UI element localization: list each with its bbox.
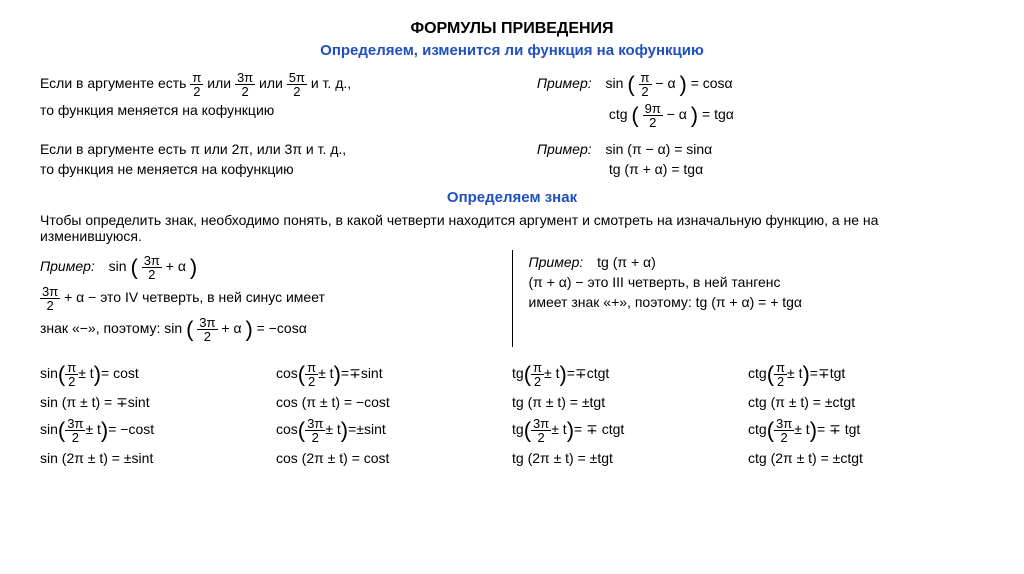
ex1a-frac: π2 <box>639 71 652 98</box>
etc1: и т. д., <box>311 75 351 91</box>
exL-frac2: 3π2 <box>40 285 60 312</box>
cell-sin-3pi2: sin(3π2± t)= −cost <box>40 417 276 444</box>
lparen1: ( <box>627 72 634 97</box>
ex1a-rhs: = cosα <box>691 75 733 91</box>
exR-label: Пример: <box>529 254 584 270</box>
or2: или <box>259 75 287 91</box>
examples-two-col: Пример: sin ( 3π2 + α ) 3π2 + α − это IV… <box>40 250 984 347</box>
exL-frac3: 3π2 <box>197 316 217 343</box>
rparen2: ) <box>691 103 698 128</box>
cell-cos-3pi2: cos(3π2± t)=±sint <box>276 417 512 444</box>
table-row: sin (π ± t) = ∓sint cos (π ± t) = −cost … <box>40 394 984 411</box>
ex2b: tg (π + α) = tgα <box>537 161 984 177</box>
subtitle-cofunction: Определяем, изменится ли функция на кофу… <box>40 42 984 59</box>
exL-text2: + α − это IV четверть, в ней синус имеет <box>64 289 325 305</box>
page-title: ФОРМУЛЫ ПРИВЕДЕНИЯ <box>40 20 984 38</box>
exR-text3: имеет знак «+», поэтому: tg (π + α) = + … <box>529 294 985 310</box>
cell-tg-3pi2: tg(3π2± t)= ∓ ctgt <box>512 417 748 444</box>
example-right-col: Пример: tg (π + α) (π + α) − это III чет… <box>513 250 985 347</box>
exL-label: Пример: <box>40 258 95 274</box>
cell-tg-pi2: tg(π2± t)=∓ctgt <box>512 361 748 388</box>
exL-result: = −cosα <box>257 320 307 336</box>
rule2-text-a: Если в аргументе есть π или 2π, или 3π и… <box>40 141 537 157</box>
ex1a-arg: − α <box>655 75 675 91</box>
table-row: sin (2π ± t) = ±sint cos (2π ± t) = cost… <box>40 450 984 466</box>
rule1-text-a: Если в аргументе есть <box>40 75 190 91</box>
rule1-text-b: то функция меняется на кофункцию <box>40 102 537 118</box>
formulas-table: sin(π2± t)= cost cos(π2± t)=∓sint tg(π2±… <box>40 361 984 466</box>
exL-plus-a2: + α <box>221 320 241 336</box>
cell-cos-2pi: cos (2π ± t) = cost <box>276 450 512 466</box>
exL-plus-a1: + α <box>166 258 186 274</box>
table-row: sin(π2± t)= cost cos(π2± t)=∓sint tg(π2±… <box>40 361 984 388</box>
cell-ctg-pi2: ctg(π2± t)=∓tgt <box>748 361 984 388</box>
ex1a-fn: sin <box>606 75 624 91</box>
rule2-text-b: то функция не меняется на кофункцию <box>40 161 537 177</box>
ex2a: sin (π − α) = sinα <box>606 141 713 157</box>
rule1-row: Если в аргументе есть π2 или 3π2 или 5π2… <box>40 67 984 133</box>
frac-3pi-2: 3π2 <box>235 71 255 98</box>
exL-text3: знак «−», поэтому: sin <box>40 320 182 336</box>
ex1b-rhs: = tgα <box>702 106 734 122</box>
cell-tg-2pi: tg (2π ± t) = ±tgt <box>512 450 748 466</box>
cell-cos-pi: cos (π ± t) = −cost <box>276 394 512 411</box>
cell-sin-pi2: sin(π2± t)= cost <box>40 361 276 388</box>
lparen2: ( <box>631 103 638 128</box>
or1: или <box>207 75 235 91</box>
exL-frac1: 3π2 <box>142 254 162 281</box>
rule2-row: Если в аргументе есть π или 2π, или 3π и… <box>40 137 984 181</box>
cell-ctg-pi: ctg (π ± t) = ±ctgt <box>748 394 984 411</box>
cell-sin-pi: sin (π ± t) = ∓sint <box>40 394 276 411</box>
frac-5pi-2: 5π2 <box>287 71 307 98</box>
cell-ctg-3pi2: ctg(3π2± t)= ∓ tgt <box>748 417 984 444</box>
ex1b-frac: 9π2 <box>643 102 663 129</box>
rparen1: ) <box>679 72 686 97</box>
cell-tg-pi: tg (π ± t) = ±tgt <box>512 394 748 411</box>
example-label-2: Пример: <box>537 141 592 157</box>
example-label-1: Пример: <box>537 75 592 91</box>
ex1b-arg: − α <box>667 106 687 122</box>
cell-sin-2pi: sin (2π ± t) = ±sint <box>40 450 276 466</box>
exR-text2: (π + α) − это III четверть, в ней танген… <box>529 274 985 290</box>
cell-cos-pi2: cos(π2± t)=∓sint <box>276 361 512 388</box>
sign-rule-text: Чтобы определить знак, необходимо понять… <box>40 212 984 244</box>
table-row: sin(3π2± t)= −cost cos(3π2± t)=±sint tg(… <box>40 417 984 444</box>
subtitle-sign: Определяем знак <box>40 189 984 206</box>
ex1b-fn: ctg <box>609 106 628 122</box>
frac-pi-2: π2 <box>190 71 203 98</box>
exR-expr: tg (π + α) <box>597 254 656 270</box>
example-left-col: Пример: sin ( 3π2 + α ) 3π2 + α − это IV… <box>40 250 513 347</box>
exL-fn: sin <box>109 258 127 274</box>
cell-ctg-2pi: ctg (2π ± t) = ±ctgt <box>748 450 984 466</box>
